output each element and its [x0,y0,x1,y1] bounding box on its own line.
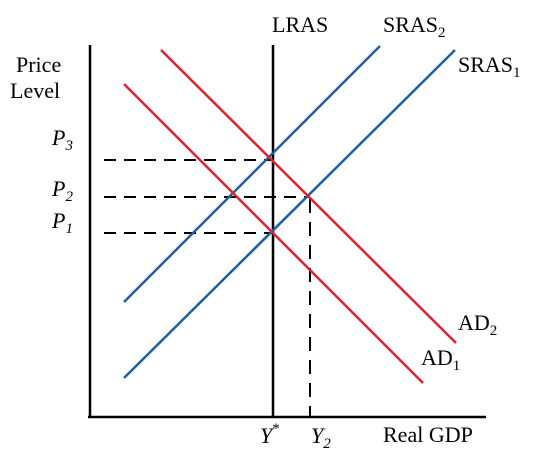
p3-label: P3 [51,125,73,154]
sras2-label: SRAS2 [383,12,446,41]
lras-label: LRAS [272,12,328,37]
sras2-curve [123,45,381,303]
y-axis-label-line2: Level [10,78,60,103]
x-axis-label: Real GDP [383,422,473,447]
ad1-label: AD1 [421,345,460,374]
p2-label: P2 [51,176,73,205]
y2-label: Y2 [311,423,331,452]
ad2-label: AD2 [458,310,497,339]
ad1-curve [123,83,424,384]
sras1-curve [123,49,456,379]
y-star-label: Y* [260,421,280,448]
y-axis-label-line1: Price [16,52,61,77]
p1-label: P1 [51,208,73,237]
sras1-label: SRAS1 [458,52,521,81]
ad2-curve [160,49,457,344]
